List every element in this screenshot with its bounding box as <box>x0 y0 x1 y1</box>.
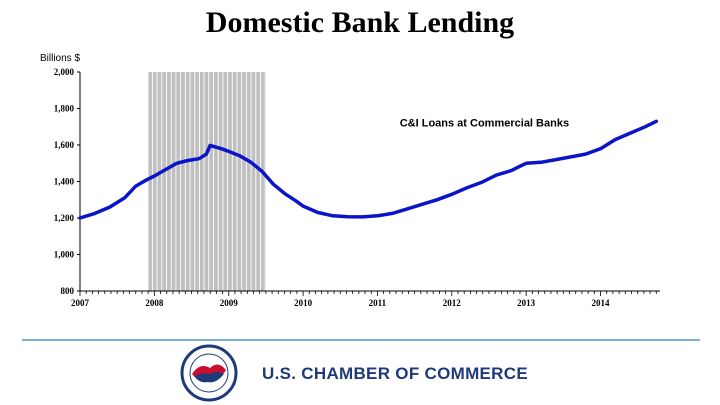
y-tick-label: 1,800 <box>54 104 75 114</box>
y-tick-label: 800 <box>61 286 75 296</box>
x-tick-label: 2012 <box>443 298 462 308</box>
y-tick-label: 1,200 <box>54 213 75 223</box>
series-line <box>78 119 659 220</box>
footer-divider <box>22 339 700 341</box>
x-tick-label: 2009 <box>220 298 239 308</box>
x-tick-label: 2008 <box>145 298 164 308</box>
chart-title: Domestic Bank Lending <box>205 6 515 39</box>
y-tick-label: 1,400 <box>54 177 75 187</box>
y-tick-label: 1,600 <box>54 140 75 150</box>
x-tick-label: 2010 <box>294 298 313 308</box>
y-tick-label: 1,000 <box>54 250 75 260</box>
x-tick-label: 2007 <box>71 298 90 308</box>
series-annotation-label: C&I Loans at Commercial Banks <box>400 118 569 130</box>
recession-band <box>148 72 266 291</box>
y-tick-label: 2,000 <box>54 67 75 77</box>
brand-name: U.S. CHAMBER OF COMMERCE <box>262 364 528 383</box>
x-tick-label: 2014 <box>592 298 611 308</box>
chamber-seal-icon <box>180 344 238 402</box>
x-tick-label: 2013 <box>517 298 536 308</box>
x-tick-label: 2011 <box>369 298 387 308</box>
y-axis-unit-label: Billions $ <box>40 53 81 64</box>
